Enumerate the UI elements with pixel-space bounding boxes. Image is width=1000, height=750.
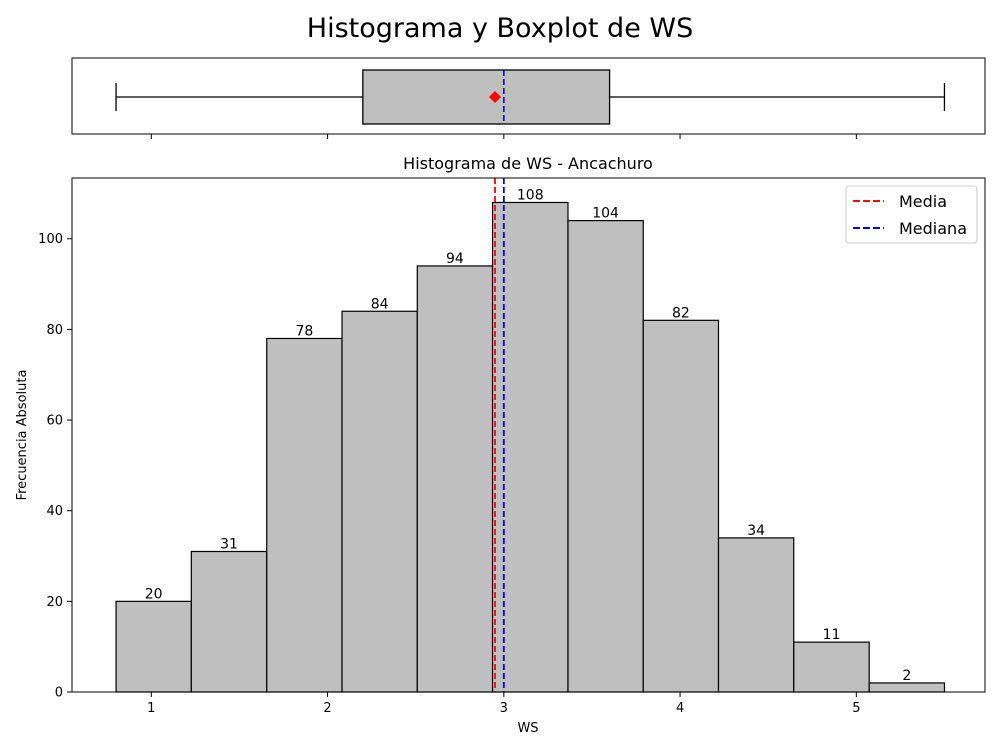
histogram-title: Histograma de WS - Ancachuro (403, 154, 653, 173)
figure-title: Histograma y Boxplot de WS (307, 13, 693, 44)
histogram-bar (717, 537, 795, 693)
x-axis-ticks: 1 2 3 4 5 (147, 692, 860, 716)
y-tick-label: 60 (46, 414, 63, 429)
box-mean-marker (489, 91, 502, 103)
y-axis-label: Frecuencia Absoluta (15, 370, 30, 501)
histogram-bar (793, 641, 870, 693)
histogram-bar (416, 265, 494, 693)
histogram-bar (341, 310, 418, 693)
legend-label: Mediana (899, 219, 967, 238)
histogram-panel: Histograma de WS - Ancachuro WS Frecuenc… (15, 154, 986, 736)
y-tick-label: 80 (46, 323, 63, 338)
bar-value-label: 84 (371, 296, 389, 312)
bar-value-label: 34 (747, 523, 765, 539)
histogram-bar (491, 201, 569, 693)
histogram-bar (868, 682, 946, 693)
bar-value-label: 78 (295, 323, 313, 339)
bar-value-label: 104 (592, 206, 619, 222)
histogram-bar (266, 337, 343, 693)
bar-value-label: 20 (145, 586, 163, 602)
histogram-bar (567, 220, 644, 693)
bar-value-label: 82 (672, 305, 690, 321)
y-tick-label: 100 (38, 232, 63, 247)
x-tick-label: 2 (323, 701, 331, 716)
histogram-frame (71, 177, 986, 693)
bar-value-labels: 20 31 78 84 94 108 104 82 34 11 2 (145, 187, 912, 683)
x-tick-label: 4 (676, 701, 684, 716)
boxplot-panel (71, 57, 986, 139)
x-axis-label: WS (517, 721, 538, 736)
y-tick-label: 0 (55, 686, 63, 701)
x-tick-label: 1 (147, 701, 155, 716)
bar-value-label: 11 (823, 627, 841, 643)
bar-value-label: 108 (517, 187, 544, 203)
histogram-bar (190, 550, 268, 693)
x-tick-label: 5 (852, 701, 860, 716)
bar-value-label: 31 (220, 536, 238, 552)
y-tick-label: 20 (46, 595, 63, 610)
x-tick-label: 3 (500, 701, 508, 716)
box-iqr (362, 69, 611, 125)
bar-value-label: 2 (902, 668, 911, 684)
histogram-bars (115, 201, 946, 693)
boxplot-frame (71, 57, 986, 135)
histogram-bar (115, 600, 192, 693)
histogram-bar (642, 319, 720, 693)
bar-value-label: 94 (446, 251, 464, 267)
legend-label: Media (899, 192, 947, 211)
legend: Media Mediana (845, 185, 978, 244)
y-axis-ticks: 0 20 40 60 80 100 (38, 232, 72, 701)
y-tick-label: 40 (46, 504, 63, 519)
